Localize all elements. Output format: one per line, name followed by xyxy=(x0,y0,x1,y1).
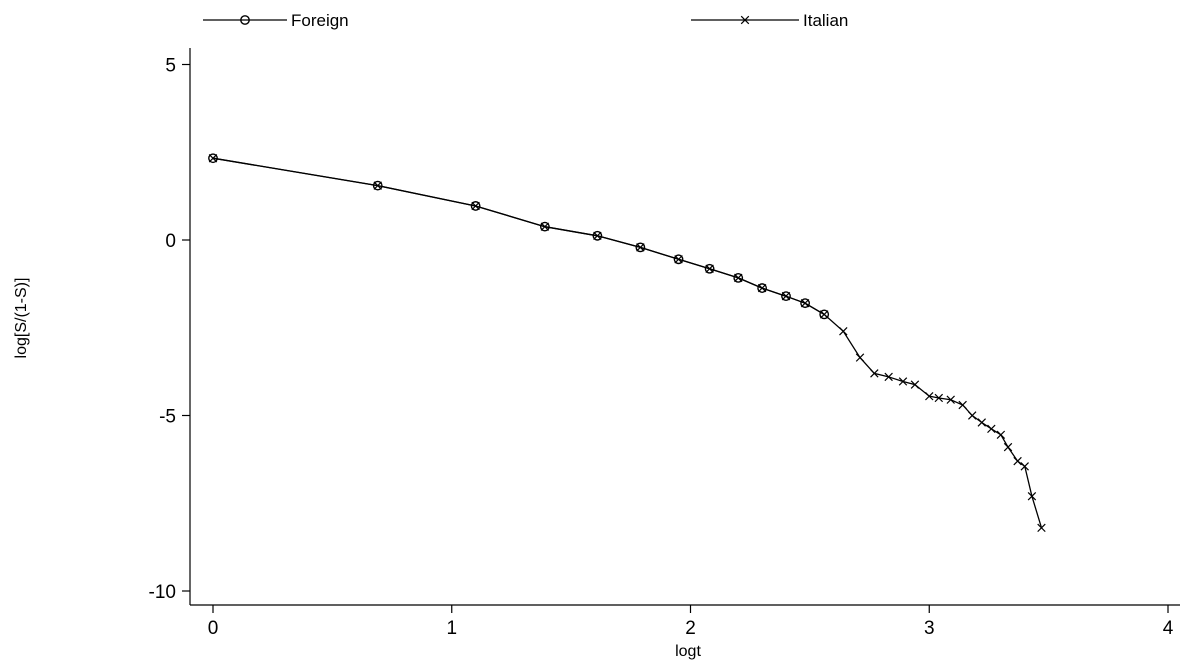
data-point-foreign xyxy=(470,201,481,211)
x-tick-label: 3 xyxy=(924,618,935,639)
legend-item-italian: Italian xyxy=(691,11,848,30)
data-point-italian xyxy=(884,372,893,382)
legend-marker xyxy=(240,15,250,25)
data-point-foreign xyxy=(539,221,550,232)
data-point-italian xyxy=(996,430,1006,440)
data-point-italian xyxy=(1027,492,1037,501)
series-italian xyxy=(208,153,1046,533)
data-point-italian xyxy=(1003,442,1013,452)
axes: 0 1 2 3 4 5 0 -5 -10 xyxy=(149,48,1180,639)
legend: Foreign Italian xyxy=(203,11,848,30)
series-foreign xyxy=(208,153,830,320)
data-point-italian xyxy=(1020,462,1029,471)
data-point-italian xyxy=(987,424,996,434)
data-point-italian xyxy=(977,418,986,427)
y-tick-label: -10 xyxy=(149,582,176,603)
x-tick-label: 0 xyxy=(208,618,219,639)
data-point-foreign xyxy=(800,298,810,309)
data-point-italian xyxy=(1013,456,1022,466)
data-point-foreign xyxy=(733,273,744,283)
x-axis-title: logt xyxy=(675,643,701,660)
series-line-italian xyxy=(212,157,1043,528)
y-tick-label: -5 xyxy=(159,407,176,428)
data-point-italian xyxy=(898,377,908,386)
data-point-italian xyxy=(1037,523,1046,533)
series-layer xyxy=(208,153,1046,533)
data-point-italian xyxy=(925,391,934,401)
data-point-foreign xyxy=(635,242,646,253)
data-point-italian xyxy=(870,369,879,378)
data-point-italian xyxy=(946,395,955,404)
data-point-foreign xyxy=(372,180,383,191)
legend-marker xyxy=(740,15,750,25)
data-point-italian xyxy=(910,380,920,389)
x-tick-label: 1 xyxy=(446,618,457,639)
data-point-italian xyxy=(968,411,977,420)
y-tick-label: 0 xyxy=(165,231,176,252)
data-point-foreign xyxy=(757,283,768,293)
data-point-italian xyxy=(934,393,944,403)
data-point-italian xyxy=(839,327,848,336)
y-axis-title: log[S/(1-S)] xyxy=(13,278,30,359)
data-point-foreign xyxy=(819,309,830,320)
data-point-italian xyxy=(958,400,967,410)
legend-item-foreign: Foreign xyxy=(203,11,349,30)
x-tick-label: 4 xyxy=(1163,618,1174,639)
legend-label: Italian xyxy=(803,11,848,30)
data-point-foreign xyxy=(704,263,715,274)
data-point-foreign xyxy=(673,254,684,265)
data-point-foreign xyxy=(781,291,791,302)
data-point-italian xyxy=(819,310,829,319)
data-point-italian xyxy=(855,353,865,362)
legend-label: Foreign xyxy=(291,11,349,30)
x-tick-label: 2 xyxy=(685,618,696,639)
data-point-foreign xyxy=(208,153,218,164)
data-point-foreign xyxy=(592,230,603,241)
y-tick-label: 5 xyxy=(165,56,176,77)
series-line-foreign xyxy=(212,157,825,315)
